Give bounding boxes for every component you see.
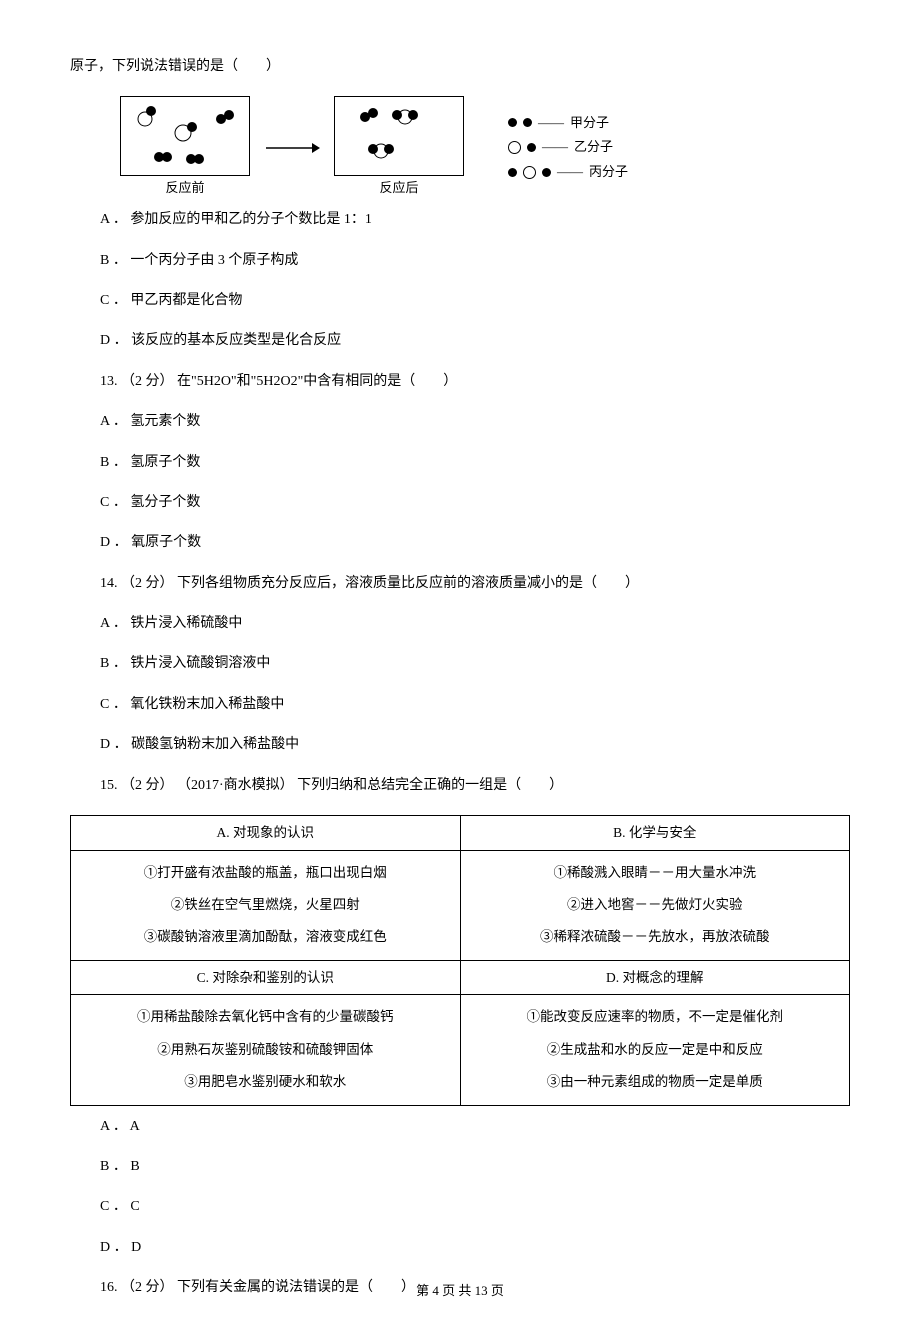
q15-C-cell: ①用稀盐酸除去氧化钙中含有的少量碳酸钙 ②用熟石灰鉴别硫酸铵和硫酸钾固体 ③用肥…: [71, 995, 461, 1105]
before-label: 反应前: [120, 178, 250, 199]
q15-option-b: B ． B: [100, 1156, 850, 1178]
q15-B-1: ①稀酸溅入眼睛－－用大量水冲洗: [469, 857, 842, 889]
q15-D-cell: ①能改变反应速率的物质，不一定是催化剂 ②生成盐和水的反应一定是中和反应 ③由一…: [460, 995, 850, 1105]
black-dot-icon: [527, 143, 536, 152]
black-dot-icon: [542, 168, 551, 177]
after-group: 反应后: [334, 96, 464, 199]
dash: ——: [538, 113, 564, 134]
q15-stem: 15. （2 分） （2017·商水模拟） 下列归纳和总结完全正确的一组是（ ）: [100, 775, 850, 797]
q14-option-c: C ． 氧化铁粉末加入稀盐酸中: [100, 694, 850, 716]
q15-D-1: ①能改变反应速率的物质，不一定是催化剂: [469, 1001, 842, 1033]
q15-B-header: B. 化学与安全: [460, 816, 850, 851]
after-svg: [335, 97, 465, 177]
dash: ——: [542, 137, 568, 158]
q15-A-2: ②铁丝在空气里燃烧，火星四射: [79, 889, 452, 921]
q15-C-1: ①用稀盐酸除去氧化钙中含有的少量碳酸钙: [79, 1001, 452, 1033]
after-box: [334, 96, 464, 176]
q13-option-c: C ． 氢分子个数: [100, 492, 850, 514]
q12-option-b: B ． 一个丙分子由 3 个原子构成: [100, 250, 850, 272]
legend-label: 甲分子: [570, 113, 609, 134]
q15-B-2: ②进入地窖－－先做灯火实验: [469, 889, 842, 921]
q14-option-d: D ． 碳酸氢钠粉末加入稀盐酸中: [100, 734, 850, 756]
legend-bing: —— 丙分子: [508, 162, 628, 183]
q15-B-cell: ①稀酸溅入眼睛－－用大量水冲洗 ②进入地窖－－先做灯火实验 ③稀释浓硫酸－－先放…: [460, 850, 850, 960]
white-dot-icon: [508, 141, 521, 154]
black-dot-icon: [508, 168, 517, 177]
black-dot-icon: [523, 118, 532, 127]
q15-option-d: D ． D: [100, 1237, 850, 1259]
arrow-icon: [264, 108, 320, 188]
q12-option-a: A ． 参加反应的甲和乙的分子个数比是 1：1: [100, 209, 850, 231]
q15-B-3: ③稀释浓硫酸－－先放水，再放浓硫酸: [469, 921, 842, 953]
q15-option-a: A ． A: [100, 1116, 850, 1138]
q13-option-a: A ． 氢元素个数: [100, 411, 850, 433]
q12-option-c: C ． 甲乙丙都是化合物: [100, 290, 850, 312]
q15-option-c: C ． C: [100, 1196, 850, 1218]
before-svg: [121, 97, 251, 177]
q15-C-3: ③用肥皂水鉴别硬水和软水: [79, 1066, 452, 1098]
black-dot-icon: [508, 118, 517, 127]
after-label: 反应后: [334, 178, 464, 199]
reaction-diagram: 反应前 反应后 —— 甲分子 —— 乙分子: [120, 96, 850, 199]
legend-yi: —— 乙分子: [508, 137, 628, 158]
page-footer: 第 4 页 共 13 页: [0, 1281, 920, 1302]
q15-A-3: ③碳酸钠溶液里滴加酚酞，溶液变成红色: [79, 921, 452, 953]
legend-label: 乙分子: [574, 137, 613, 158]
q14-option-b: B ． 铁片浸入硫酸铜溶液中: [100, 653, 850, 675]
before-box: [120, 96, 250, 176]
q13-option-b: B ． 氢原子个数: [100, 452, 850, 474]
q15-C-2: ②用熟石灰鉴别硫酸铵和硫酸钾固体: [79, 1034, 452, 1066]
q15-D-3: ③由一种元素组成的物质一定是单质: [469, 1066, 842, 1098]
legend-label: 丙分子: [589, 162, 628, 183]
legend: —— 甲分子 —— 乙分子 —— 丙分子: [508, 113, 628, 183]
q15-A-cell: ①打开盛有浓盐酸的瓶盖，瓶口出现白烟 ②铁丝在空气里燃烧，火星四射 ③碳酸钠溶液…: [71, 850, 461, 960]
q13-option-d: D ． 氧原子个数: [100, 532, 850, 554]
q15-D-2: ②生成盐和水的反应一定是中和反应: [469, 1034, 842, 1066]
q15-table: A. 对现象的认识 B. 化学与安全 ①打开盛有浓盐酸的瓶盖，瓶口出现白烟 ②铁…: [70, 815, 850, 1106]
page: 原子，下列说法错误的是（ ） 反应前: [0, 0, 920, 1322]
before-group: 反应前: [120, 96, 250, 199]
q12-option-d: D ． 该反应的基本反应类型是化合反应: [100, 330, 850, 352]
white-dot-icon: [523, 166, 536, 179]
q15-D-header: D. 对概念的理解: [460, 960, 850, 995]
dash: ——: [557, 162, 583, 183]
q13-stem: 13. （2 分） 在"5H2O"和"5H2O2"中含有相同的是（ ）: [100, 371, 850, 393]
q15-C-header: C. 对除杂和鉴别的认识: [71, 960, 461, 995]
legend-jia: —— 甲分子: [508, 113, 628, 134]
q14-stem: 14. （2 分） 下列各组物质充分反应后，溶液质量比反应前的溶液质量减小的是（…: [100, 573, 850, 595]
q14-option-a: A ． 铁片浸入稀硫酸中: [100, 613, 850, 635]
q15-A-1: ①打开盛有浓盐酸的瓶盖，瓶口出现白烟: [79, 857, 452, 889]
q-continuation: 原子，下列说法错误的是（ ）: [70, 56, 850, 78]
q15-A-header: A. 对现象的认识: [71, 816, 461, 851]
